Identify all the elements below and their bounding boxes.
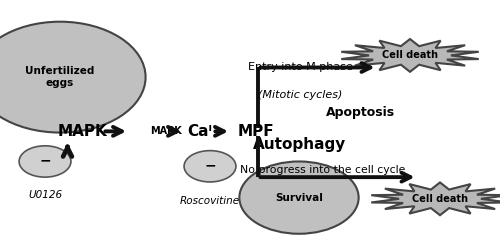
- Ellipse shape: [240, 161, 358, 234]
- Ellipse shape: [0, 22, 146, 133]
- Text: MPF: MPF: [238, 124, 274, 139]
- Text: MAPK: MAPK: [58, 124, 107, 139]
- Text: Unfertilized
eggs: Unfertilized eggs: [26, 66, 94, 88]
- Text: MAPK: MAPK: [150, 126, 182, 136]
- Ellipse shape: [184, 151, 236, 182]
- Text: Survival: Survival: [275, 193, 323, 203]
- Text: Entry into M phase: Entry into M phase: [248, 62, 352, 72]
- Text: Caᴵ: Caᴵ: [188, 124, 212, 139]
- Text: Cell death: Cell death: [412, 194, 468, 204]
- Text: Autophagy: Autophagy: [254, 137, 346, 152]
- Ellipse shape: [19, 146, 71, 177]
- Text: No progress into the cell cycle: No progress into the cell cycle: [240, 165, 405, 175]
- Text: −: −: [39, 153, 51, 167]
- Text: U0126: U0126: [28, 190, 62, 200]
- Text: Roscovitine: Roscovitine: [180, 196, 240, 206]
- Text: Apoptosis: Apoptosis: [326, 106, 394, 119]
- Polygon shape: [341, 39, 479, 72]
- Polygon shape: [371, 182, 500, 215]
- Text: (Mitotic cycles): (Mitotic cycles): [258, 90, 342, 100]
- Text: −: −: [204, 158, 216, 172]
- Text: Cell death: Cell death: [382, 50, 438, 60]
